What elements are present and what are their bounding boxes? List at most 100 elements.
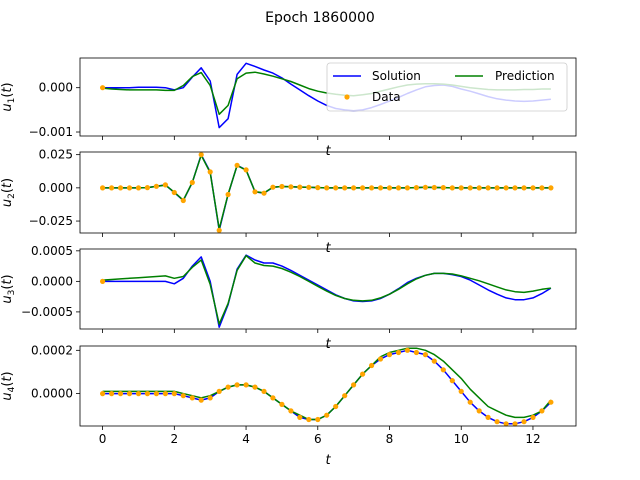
figure-title: Epoch 1860000 (265, 10, 375, 26)
y-axis-label: u2(t) (0, 178, 17, 207)
data-point (315, 416, 321, 423)
data-point (548, 399, 554, 405)
data-point (440, 185, 446, 191)
data-point (413, 185, 419, 191)
series-prediction-line (102, 154, 551, 230)
y-tick-label: 0.000 (39, 181, 73, 195)
x-axis-label: t (325, 144, 331, 159)
data-point (279, 183, 285, 190)
data-point (171, 391, 177, 397)
data-point (333, 185, 339, 191)
data-point (252, 384, 258, 390)
data-point (458, 388, 464, 394)
data-point (162, 391, 168, 397)
data-point (135, 391, 142, 397)
data-point (171, 189, 177, 196)
data-point (449, 185, 455, 191)
data-point (467, 399, 473, 405)
data-point (126, 185, 133, 191)
data-point (404, 347, 410, 353)
data-point (503, 421, 509, 427)
data-point (288, 408, 294, 414)
data-point (117, 391, 124, 397)
data-point (377, 356, 384, 362)
legend-data-swatch (344, 94, 350, 100)
data-point (100, 85, 106, 91)
series-prediction-line (102, 347, 552, 421)
legend-prediction-label: Prediction (495, 69, 555, 83)
axes-frame (79, 345, 577, 427)
data-point (360, 371, 366, 377)
data-point (135, 185, 142, 191)
data-point (100, 185, 106, 191)
subplot-3: −0.0005 0.0000 0.0005 t u3(t) (0, 244, 577, 352)
data-point (207, 395, 213, 401)
legend-box (326, 62, 568, 112)
data-point (234, 382, 240, 388)
series-solution-line (102, 153, 551, 232)
data-point (261, 190, 267, 196)
data-point (458, 185, 464, 191)
x-tick-label: 0 (99, 432, 107, 446)
data-point (198, 152, 204, 158)
data-point (485, 185, 491, 191)
x-tick-label: 10 (454, 432, 469, 446)
y-tick-label: 0.025 (39, 148, 73, 162)
data-point (512, 421, 518, 427)
data-point (270, 184, 276, 190)
data-point (225, 384, 231, 390)
data-point (109, 391, 115, 397)
axes-frame (79, 151, 577, 234)
data-point (386, 352, 393, 358)
y-axis-label: u4(t) (0, 371, 17, 400)
data-point (422, 184, 428, 190)
data-point (467, 185, 473, 191)
data-point (476, 408, 482, 414)
data-point (261, 388, 267, 394)
data-point (369, 362, 375, 369)
data-point (395, 185, 402, 191)
data-point (306, 416, 312, 423)
data-point (494, 419, 500, 425)
data-point (351, 185, 357, 191)
data-point (225, 191, 231, 198)
y-tick-label: 0.0005 (31, 244, 73, 258)
axes-frame (79, 57, 577, 137)
data-point (360, 185, 366, 191)
data-point (369, 185, 375, 191)
subplot-4: 0.0000 0.0002 0 2 4 6 8 10 12 t u4(t) (0, 343, 577, 468)
x-tick-label: 2 (171, 432, 179, 446)
data-point (243, 167, 249, 173)
data-point (494, 185, 500, 191)
data-point (153, 391, 159, 397)
y-tick-label: −0.0005 (21, 305, 73, 319)
data-point (153, 183, 159, 189)
data-point (109, 185, 115, 191)
data-point (315, 185, 321, 191)
data-point (180, 197, 186, 204)
subplot-1: −0.001 0.000 t u1(t) Solution Prediction Data (0, 57, 577, 159)
data-point (521, 419, 527, 425)
data-point (117, 185, 124, 191)
data-point (180, 393, 186, 399)
y-tick-label: 0.000 (39, 81, 73, 95)
data-point (324, 185, 330, 191)
y-axis-label: u1(t) (0, 82, 17, 111)
data-point (413, 349, 419, 356)
data-point (521, 185, 527, 191)
x-axis-label: t (325, 337, 331, 352)
y-tick-label: 0.0000 (31, 274, 73, 288)
data-point (207, 169, 213, 175)
x-tick-label: 12 (525, 432, 540, 446)
legend: Solution Prediction Data (326, 62, 568, 112)
x-tick-label: 6 (314, 432, 322, 446)
data-point (189, 179, 195, 186)
data-point (512, 185, 518, 191)
data-point (548, 185, 554, 191)
data-point (306, 184, 312, 190)
x-axis-label: t (325, 241, 331, 256)
data-point (100, 278, 106, 284)
data-point (431, 358, 437, 364)
